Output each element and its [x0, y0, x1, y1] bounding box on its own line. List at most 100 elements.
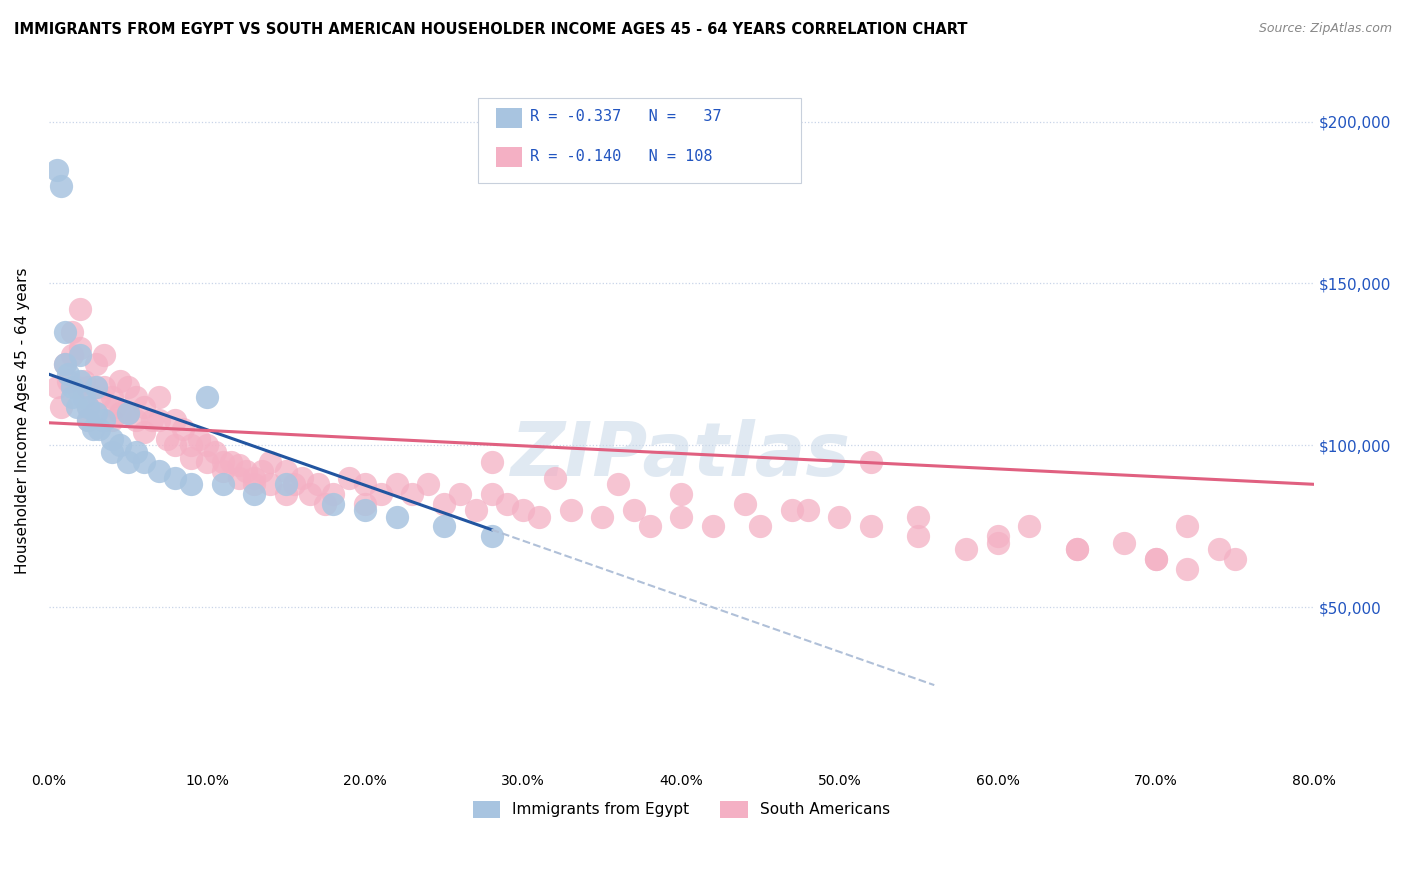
- Point: [69, 374, 91, 388]
- Point: [195, 438, 218, 452]
- Point: [108, 406, 131, 420]
- Point: [370, 487, 392, 501]
- Point: [433, 497, 456, 511]
- Point: [298, 487, 321, 501]
- Point: [132, 455, 155, 469]
- Point: [132, 400, 155, 414]
- Point: [828, 509, 851, 524]
- Point: [156, 432, 179, 446]
- Point: [401, 487, 423, 501]
- Point: [148, 464, 170, 478]
- Point: [188, 432, 211, 446]
- Point: [607, 477, 630, 491]
- Point: [314, 497, 336, 511]
- Point: [69, 341, 91, 355]
- Point: [907, 529, 929, 543]
- Point: [93, 380, 115, 394]
- Point: [84, 406, 107, 420]
- Point: [544, 471, 567, 485]
- Point: [72, 374, 94, 388]
- Point: [433, 519, 456, 533]
- Point: [1112, 535, 1135, 549]
- Point: [101, 445, 124, 459]
- Point: [481, 529, 503, 543]
- Point: [117, 406, 139, 420]
- Point: [354, 497, 377, 511]
- Point: [1066, 542, 1088, 557]
- Point: [108, 438, 131, 452]
- Point: [148, 412, 170, 426]
- Point: [180, 477, 202, 491]
- Text: ZIPatlas: ZIPatlas: [512, 419, 851, 492]
- Point: [512, 503, 534, 517]
- Point: [1144, 551, 1167, 566]
- Point: [211, 455, 233, 469]
- Point: [117, 455, 139, 469]
- Point: [82, 422, 104, 436]
- Point: [385, 477, 408, 491]
- Text: IMMIGRANTS FROM EGYPT VS SOUTH AMERICAN HOUSEHOLDER INCOME AGES 45 - 64 YEARS CO: IMMIGRANTS FROM EGYPT VS SOUTH AMERICAN …: [14, 22, 967, 37]
- Point: [259, 455, 281, 469]
- Point: [77, 412, 100, 426]
- Point: [117, 380, 139, 394]
- Point: [165, 438, 187, 452]
- Point: [101, 412, 124, 426]
- Point: [1208, 542, 1230, 557]
- Point: [69, 348, 91, 362]
- Point: [84, 380, 107, 394]
- Point: [591, 509, 613, 524]
- Point: [797, 503, 820, 517]
- Point: [219, 455, 242, 469]
- Point: [53, 325, 76, 339]
- Point: [195, 390, 218, 404]
- Point: [45, 380, 67, 394]
- Point: [180, 451, 202, 466]
- Point: [907, 509, 929, 524]
- Point: [77, 412, 100, 426]
- Point: [56, 367, 79, 381]
- Point: [165, 412, 187, 426]
- Point: [101, 432, 124, 446]
- Point: [385, 509, 408, 524]
- Point: [204, 445, 226, 459]
- Point: [337, 471, 360, 485]
- Point: [1144, 551, 1167, 566]
- Point: [859, 455, 882, 469]
- Point: [1018, 519, 1040, 533]
- Point: [1066, 542, 1088, 557]
- Point: [986, 529, 1008, 543]
- Point: [141, 412, 163, 426]
- Point: [252, 464, 274, 478]
- Point: [77, 400, 100, 414]
- Point: [180, 438, 202, 452]
- Point: [1175, 561, 1198, 575]
- Legend: Immigrants from Egypt, South Americans: Immigrants from Egypt, South Americans: [467, 795, 896, 824]
- Point: [449, 487, 471, 501]
- Point: [77, 380, 100, 394]
- Point: [211, 464, 233, 478]
- Point: [671, 509, 693, 524]
- Point: [56, 374, 79, 388]
- Point: [62, 390, 84, 404]
- Point: [702, 519, 724, 533]
- Point: [195, 455, 218, 469]
- Point: [165, 471, 187, 485]
- Point: [125, 412, 148, 426]
- Point: [235, 464, 257, 478]
- Point: [780, 503, 803, 517]
- Point: [45, 163, 67, 178]
- Point: [354, 503, 377, 517]
- Point: [259, 477, 281, 491]
- Point: [859, 519, 882, 533]
- Point: [228, 471, 250, 485]
- Point: [51, 400, 73, 414]
- Point: [274, 464, 297, 478]
- Point: [243, 471, 266, 485]
- Point: [101, 390, 124, 404]
- Y-axis label: Householder Income Ages 45 - 64 years: Householder Income Ages 45 - 64 years: [15, 268, 30, 574]
- Point: [274, 487, 297, 501]
- Point: [322, 497, 344, 511]
- Point: [69, 302, 91, 317]
- Point: [62, 325, 84, 339]
- Point: [560, 503, 582, 517]
